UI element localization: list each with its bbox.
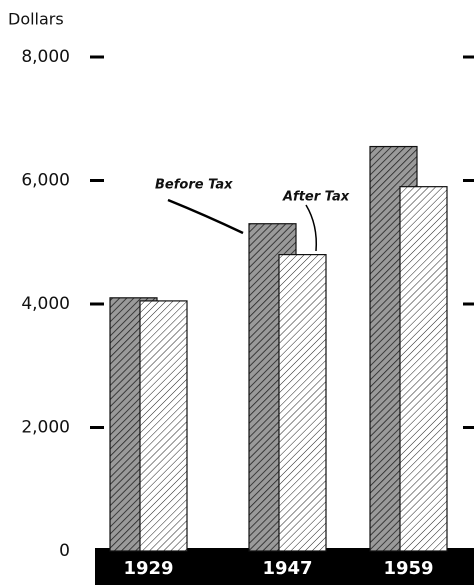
y-tick-label: 8,000 — [21, 47, 70, 67]
series-annotation: Before Tax — [155, 178, 233, 193]
baseline-band — [95, 548, 474, 585]
x-tick-label: 1959 — [383, 558, 433, 579]
bar — [139, 300, 188, 552]
bar — [278, 254, 327, 552]
y-tick-label: 4,000 — [21, 294, 70, 314]
x-tick-label: 1929 — [123, 558, 173, 579]
leader-line — [305, 204, 318, 252]
y-tick-label: 0 — [59, 541, 70, 561]
x-tick-label: 1947 — [262, 558, 312, 579]
y-axis-title: Dollars — [8, 10, 64, 29]
leader-line — [167, 198, 244, 235]
y-tick-label: 2,000 — [21, 418, 70, 438]
bar — [399, 186, 448, 552]
series-annotation: After Tax — [282, 190, 350, 205]
y-tick-label: 6,000 — [21, 171, 70, 191]
